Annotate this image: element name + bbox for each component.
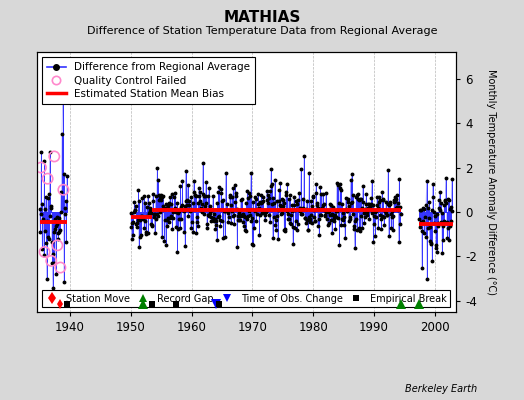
Point — [40, 249, 49, 255]
Point — [56, 264, 64, 271]
Point — [37, 164, 45, 171]
Legend: Station Move, Record Gap, Time of Obs. Change, Empirical Break: Station Move, Record Gap, Time of Obs. C… — [42, 290, 450, 307]
Point — [43, 176, 52, 182]
Point — [50, 153, 59, 160]
Point — [53, 242, 61, 248]
Point — [47, 258, 56, 264]
Text: Difference of Station Temperature Data from Regional Average: Difference of Station Temperature Data f… — [87, 26, 437, 36]
Text: MATHIAS: MATHIAS — [223, 10, 301, 25]
Text: Berkeley Earth: Berkeley Earth — [405, 384, 477, 394]
Y-axis label: Monthly Temperature Anomaly Difference (°C): Monthly Temperature Anomaly Difference (… — [486, 69, 496, 295]
Point — [59, 186, 68, 193]
